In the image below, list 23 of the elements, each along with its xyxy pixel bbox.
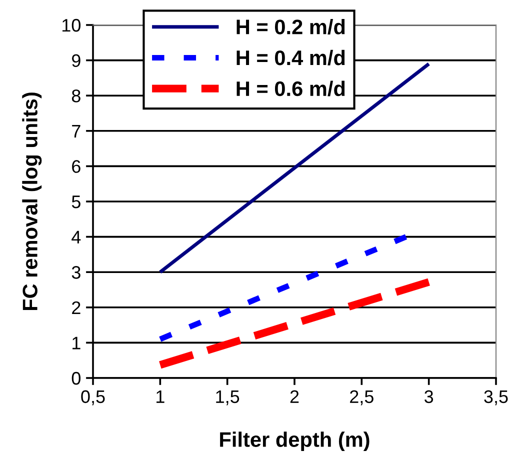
y-tick-label: 4 bbox=[72, 230, 81, 244]
y-tick-label: 6 bbox=[72, 160, 80, 173]
x-tick-label: 3,5 bbox=[484, 390, 508, 406]
y-tick-label: 10 bbox=[62, 18, 80, 32]
x-tick-label: 0,5 bbox=[81, 390, 105, 406]
y-tick-label: 0 bbox=[72, 372, 80, 385]
y-tick-label: 3 bbox=[72, 266, 80, 279]
x-tick-label: 1 bbox=[156, 390, 164, 403]
y-tick-label: 5 bbox=[72, 196, 80, 208]
y-tick-label: 7 bbox=[72, 125, 80, 138]
y-tick-label: 2 bbox=[72, 301, 80, 314]
y-tick-label: 1 bbox=[72, 336, 80, 350]
legend-label: H = 0.4 m/d bbox=[236, 50, 345, 66]
x-tick-label: 2 bbox=[290, 390, 299, 403]
y-tick-label: 8 bbox=[72, 90, 80, 102]
y-tick-label: 9 bbox=[72, 54, 80, 68]
x-tick-label: 3 bbox=[424, 390, 434, 404]
legend-label: H = 0.6 m/d bbox=[236, 80, 345, 96]
y-axis-title: FC removal (log units) bbox=[22, 92, 42, 310]
legend-label: H = 0.2 m/d bbox=[236, 19, 345, 35]
x-axis-title: Filter depth (m) bbox=[220, 432, 370, 452]
x-tick-label: 1,5 bbox=[216, 390, 240, 406]
x-tick-label: 2,5 bbox=[350, 390, 374, 406]
